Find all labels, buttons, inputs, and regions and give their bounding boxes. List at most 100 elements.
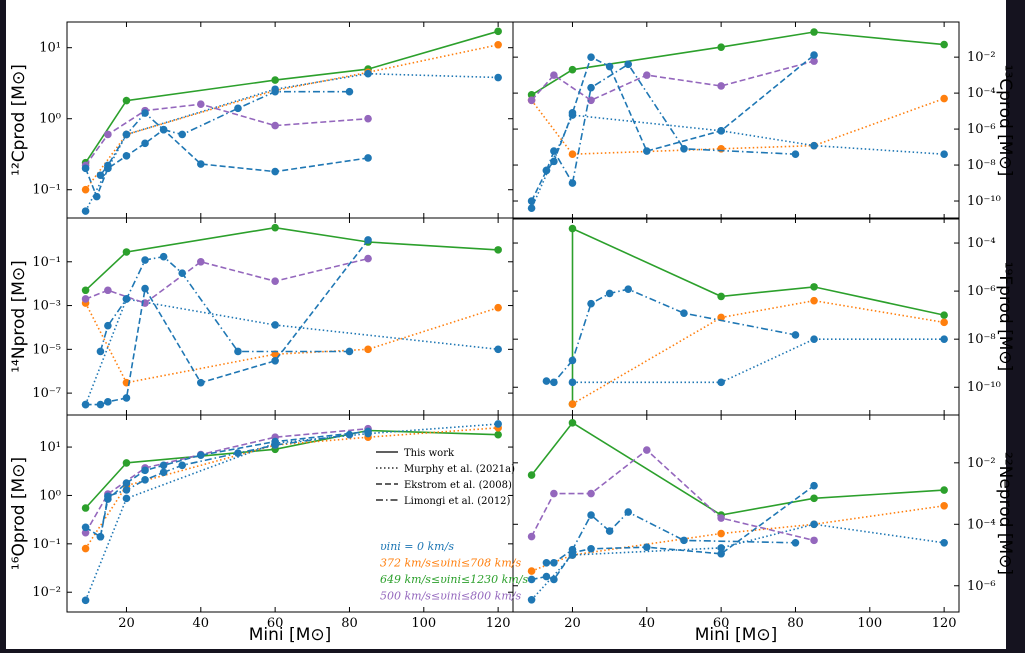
series-line	[84, 427, 369, 534]
data-point	[680, 536, 688, 545]
y-tick-label: 10⁻³	[32, 299, 61, 314]
data-point	[122, 152, 131, 160]
data-point	[364, 114, 372, 123]
data-point	[643, 71, 651, 79]
data-point	[81, 295, 90, 303]
data-point	[494, 420, 502, 428]
data-point	[940, 486, 948, 494]
data-point	[717, 127, 725, 135]
data-point	[605, 527, 614, 535]
data-point	[178, 461, 187, 470]
y-axis-label: ¹³Cprod [M⊙]	[995, 65, 1015, 177]
data-point	[122, 486, 131, 494]
data-point	[527, 204, 536, 212]
data-point	[717, 43, 725, 51]
data-point	[624, 285, 633, 293]
y-tick-label: 10⁻¹⁰	[967, 194, 1001, 209]
data-point	[271, 321, 279, 329]
data-point	[717, 514, 725, 522]
data-point	[364, 427, 372, 436]
data-point	[810, 51, 818, 59]
data-point	[527, 567, 536, 575]
data-point	[271, 441, 279, 449]
data-point	[568, 109, 577, 117]
x-tick-label: 20	[564, 616, 581, 631]
y-axis-label: ¹²Cprod [M⊙]	[9, 64, 29, 176]
x-axis-label: Mini [M⊙]	[695, 625, 777, 645]
data-point	[810, 536, 818, 545]
data-point	[234, 347, 242, 356]
data-point	[81, 596, 90, 605]
data-point	[527, 575, 536, 584]
y-tick-label: 10⁻⁶	[967, 579, 996, 594]
y-axis-label: ¹⁶Oprod [M⊙]	[9, 457, 29, 570]
data-point	[717, 529, 725, 538]
data-point	[271, 121, 279, 130]
panel-frame	[512, 21, 960, 220]
data-point	[810, 494, 818, 503]
data-point	[605, 62, 614, 71]
y-tick-label: 10⁻¹	[32, 183, 61, 198]
y-tick-label: 10⁻⁷	[32, 386, 61, 401]
data-point	[96, 171, 105, 180]
data-point	[271, 277, 279, 285]
x-axis-label: Mini [M⊙]	[249, 625, 331, 645]
data-point	[364, 69, 372, 78]
data-point	[568, 65, 577, 74]
data-point	[550, 558, 558, 567]
data-point	[810, 520, 818, 529]
data-point	[234, 104, 242, 113]
y-axis-label: ¹⁹Fprod [M⊙]	[995, 262, 1015, 372]
data-point	[494, 73, 502, 82]
data-point	[197, 100, 205, 109]
data-point	[940, 40, 948, 49]
data-point	[568, 150, 577, 159]
data-point	[104, 398, 112, 406]
data-point	[587, 53, 595, 61]
panel-frame	[512, 414, 960, 613]
data-point	[587, 489, 595, 498]
y-tick-label: 10⁰	[39, 112, 61, 127]
y-tick-label: 10⁻²	[967, 50, 996, 65]
y-tick-label: 10⁻¹	[32, 537, 61, 552]
data-point	[197, 451, 205, 459]
data-point	[345, 430, 354, 439]
data-point	[81, 185, 90, 194]
series-line	[546, 288, 796, 384]
data-point	[568, 179, 577, 187]
data-point	[940, 94, 948, 103]
data-point	[364, 345, 372, 354]
data-point	[680, 309, 688, 318]
data-point	[810, 28, 818, 36]
y-tick-label: 10⁻⁶	[967, 122, 996, 137]
series-line	[85, 239, 369, 406]
data-point	[104, 321, 112, 330]
data-point	[81, 400, 90, 409]
series-line	[530, 114, 945, 209]
data-point	[345, 87, 354, 96]
data-point	[643, 446, 651, 454]
data-point	[81, 544, 90, 553]
y-tick-label: 10¹	[39, 41, 61, 56]
x-tick-label: 100	[857, 616, 882, 631]
y-axis-label: ¹⁴Nprod [M⊙]	[9, 260, 29, 373]
data-point	[122, 248, 131, 256]
x-tick-label: 20	[118, 616, 135, 631]
data-point	[122, 130, 131, 139]
data-point	[717, 544, 725, 552]
data-point	[345, 347, 354, 356]
data-point	[81, 207, 90, 215]
data-point	[122, 494, 131, 503]
data-point	[494, 303, 502, 312]
series-line	[84, 298, 499, 405]
data-point	[542, 377, 551, 385]
data-point	[940, 150, 948, 159]
data-point	[197, 160, 205, 168]
data-point	[587, 83, 595, 92]
data-point	[141, 139, 149, 148]
data-point	[81, 504, 90, 512]
data-point	[680, 145, 688, 153]
data-point	[568, 545, 577, 554]
data-point	[542, 572, 551, 581]
data-point	[568, 224, 577, 233]
